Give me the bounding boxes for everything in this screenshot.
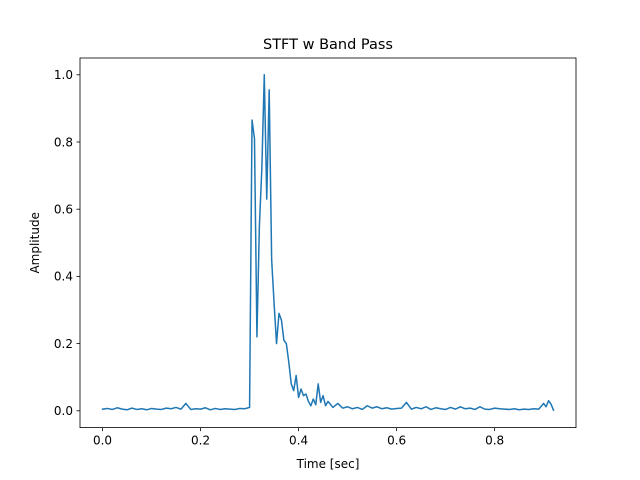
y-tick-label: 0.8 <box>54 135 73 149</box>
x-tick-label: 0.0 <box>93 434 112 448</box>
y-tick-label: 0.6 <box>54 203 73 217</box>
x-tick-label: 0.2 <box>191 434 210 448</box>
x-tick-label: 0.8 <box>485 434 504 448</box>
x-tick-label: 0.6 <box>387 434 406 448</box>
plot-area <box>101 74 555 412</box>
y-tick-label: 1.0 <box>54 68 73 82</box>
x-axis-label: Time [sec] <box>296 457 360 471</box>
y-tick-label: 0.2 <box>54 337 73 351</box>
y-tick-label: 0.4 <box>54 270 73 284</box>
y-axis-label: Amplitude <box>28 212 42 273</box>
axes-frame <box>79 57 577 429</box>
y-tick-label: 0.0 <box>54 404 73 418</box>
ticks: 0.0 0.2 0.4 0.6 0.8 0.0 0.2 0.4 0.6 0.8 1.0 <box>54 68 504 448</box>
chart-title: STFT w Band Pass <box>263 37 393 53</box>
series-line <box>101 74 555 412</box>
x-tick-label: 0.4 <box>289 434 308 448</box>
